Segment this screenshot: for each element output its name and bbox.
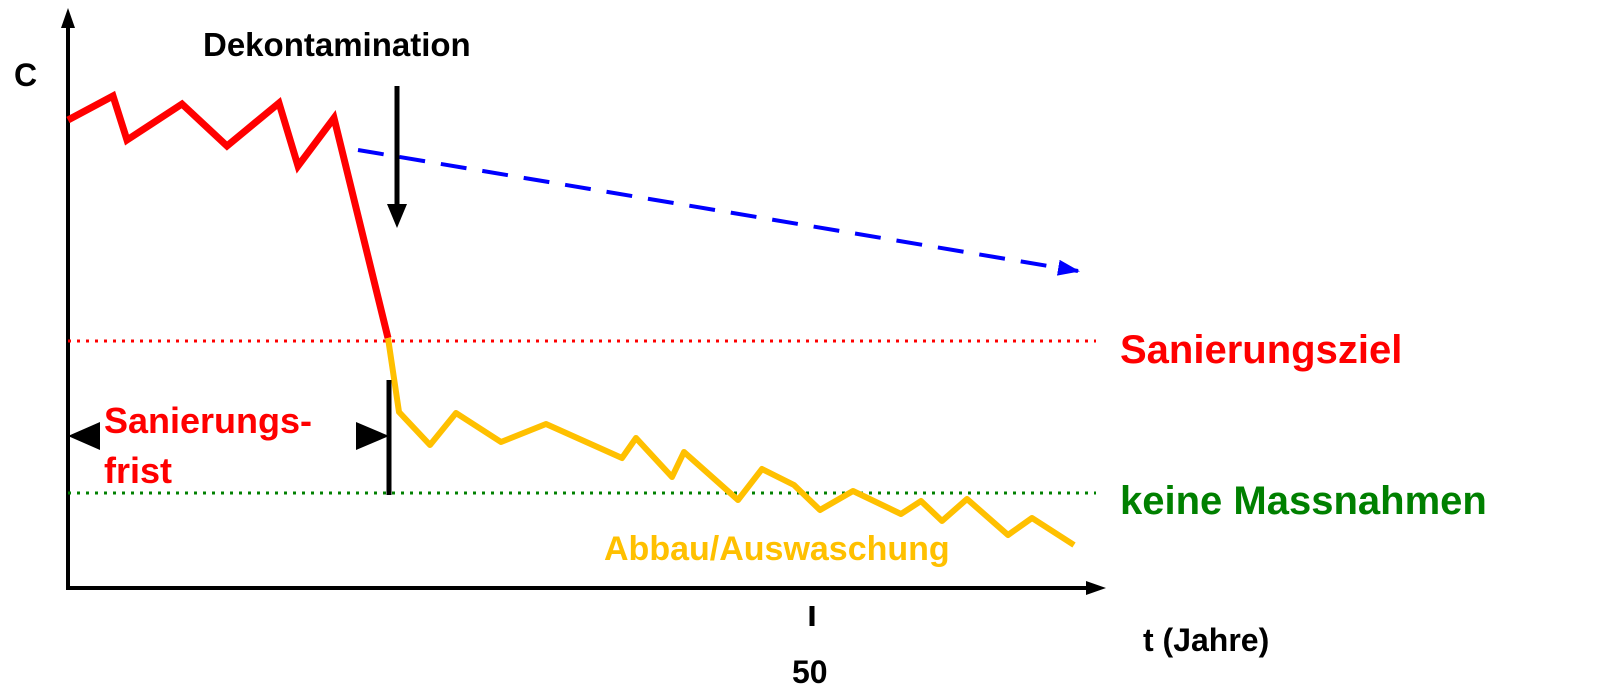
decontamination-label: Dekontamination [203, 26, 471, 63]
remediation-period-left-arrowhead [68, 422, 100, 450]
degradation-label: Abbau/Auswaschung [604, 530, 950, 568]
y-axis [61, 8, 75, 588]
contamination-curve [66, 90, 392, 339]
x-tick-label-50: 50 [792, 654, 828, 690]
y-axis-label: C [14, 57, 37, 93]
x-axis [66, 581, 1106, 595]
x-axis-arrowhead [1086, 581, 1106, 595]
no-measures-label: keine Massnahmen [1120, 479, 1487, 523]
remediation-period-label-line2: frist [104, 450, 172, 491]
x-axis-label: t (Jahre) [1143, 622, 1269, 658]
remediation-target-label: Sanierungsziel [1120, 328, 1402, 372]
remediation-period-right-arrowhead [356, 422, 389, 450]
degradation-curve [385, 337, 1076, 548]
decontamination-arrow [387, 86, 407, 228]
remediation-period-label-line1: Sanierungs- [104, 400, 312, 441]
y-axis-arrowhead [61, 8, 75, 28]
no-measures-trend-arrow [357, 148, 1080, 276]
